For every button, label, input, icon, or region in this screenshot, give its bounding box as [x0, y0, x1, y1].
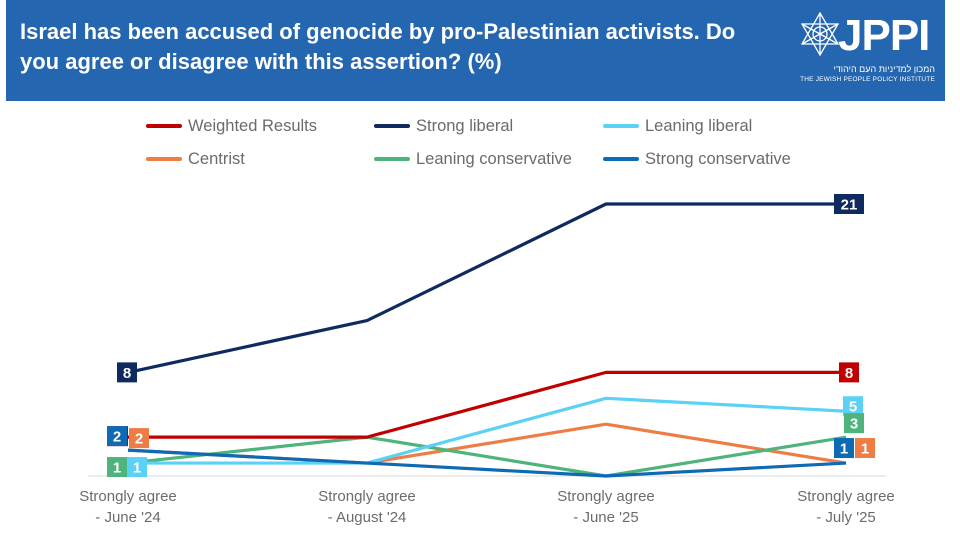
legend-item: Weighted Results: [146, 116, 317, 136]
legend-item: Leaning conservative: [374, 149, 572, 169]
data-label-box: [834, 194, 864, 214]
series-line: [127, 202, 846, 374]
legend-label: Leaning liberal: [645, 116, 753, 135]
data-label-text: 3: [850, 416, 858, 433]
legend-item: Centrist: [146, 149, 245, 169]
data-label-text: 1: [861, 441, 869, 458]
data-label-text: 1: [113, 460, 121, 477]
legend-item: Leaning liberal: [603, 116, 752, 136]
data-label-text: 1: [840, 441, 848, 458]
data-label-text: 2: [113, 429, 121, 446]
data-label-text: 2: [135, 431, 143, 448]
series-line: [128, 370, 846, 439]
data-label-box: [127, 457, 147, 478]
data-label-text: 5: [849, 399, 857, 416]
legend-label: Leaning conservative: [416, 149, 572, 168]
x-tick-label: Strongly agree - July '25: [761, 486, 931, 528]
legend-label: Strong liberal: [416, 116, 514, 135]
star-of-david-icon: [800, 11, 840, 57]
x-tick-label-line: Strongly agree: [79, 488, 177, 505]
header-banner: Israel has been accused of genocide by p…: [6, 0, 945, 101]
x-tick-label-line: - August '24: [327, 509, 407, 526]
x-tick-label-line: - July '25: [816, 509, 876, 526]
x-tick-label: Strongly agree - June '24: [43, 486, 213, 528]
logo-wordmark: JPPI: [838, 11, 930, 60]
legend-swatch: [374, 157, 410, 161]
chart-title: Israel has been accused of genocide by p…: [20, 19, 736, 74]
legend-swatch: [603, 124, 639, 128]
legend-item: Strong conservative: [603, 149, 791, 169]
series-line: [127, 435, 847, 478]
data-label-box: [107, 457, 127, 478]
jppi-logo: JPPI המכון למדיניות העם היהודי THE JEWIS…: [798, 10, 943, 88]
legend-label: Strong conservative: [645, 149, 791, 168]
data-label: 8: [117, 362, 137, 383]
data-label-box: [107, 426, 127, 447]
data-label-box: [117, 362, 137, 383]
data-label: 2: [129, 428, 149, 449]
legend-label: Centrist: [188, 149, 245, 168]
data-label: 1: [855, 438, 875, 459]
legend-swatch: [146, 157, 182, 161]
data-label-box: [855, 438, 875, 459]
legend-swatch: [146, 124, 182, 128]
data-label: 8: [839, 362, 859, 383]
data-label-box: [834, 438, 854, 459]
legend-label: Weighted Results: [188, 116, 318, 135]
logo-hebrew-text: המכון למדיניות העם היהודי: [833, 64, 935, 74]
series-line: [128, 396, 847, 465]
x-tick-label-line: Strongly agree: [318, 488, 416, 505]
x-tick-label-line: - June '25: [573, 509, 639, 526]
data-label: 21: [834, 194, 864, 214]
data-label: 1: [107, 457, 127, 478]
data-label: 1: [127, 457, 147, 478]
data-label: 2: [107, 426, 127, 447]
x-tick-label: Strongly agree - August '24: [282, 486, 452, 528]
legend-item: Strong liberal: [374, 116, 513, 136]
series-line: [127, 448, 847, 478]
data-label: 1: [834, 438, 854, 459]
legend-swatch: [603, 157, 639, 161]
data-label-text: 8: [123, 365, 131, 382]
x-tick-label-line: Strongly agree: [797, 488, 895, 505]
logo-english-text: THE JEWISH PEOPLE POLICY INSTITUTE: [800, 76, 935, 83]
data-label: 3: [844, 413, 864, 434]
data-label-box: [129, 428, 149, 449]
data-label-box: [839, 362, 859, 383]
legend-swatch: [374, 124, 410, 128]
data-label-text: 8: [845, 365, 853, 382]
data-label-text: 21: [841, 197, 858, 214]
x-tick-label-line: - June '24: [95, 509, 161, 526]
x-tick-label-line: Strongly agree: [557, 488, 655, 505]
data-label: 5: [843, 396, 863, 417]
data-label-text: 1: [133, 460, 141, 477]
data-label-box: [844, 413, 864, 434]
data-label-box: [843, 396, 863, 417]
x-tick-label: Strongly agree - June '25: [521, 486, 691, 528]
